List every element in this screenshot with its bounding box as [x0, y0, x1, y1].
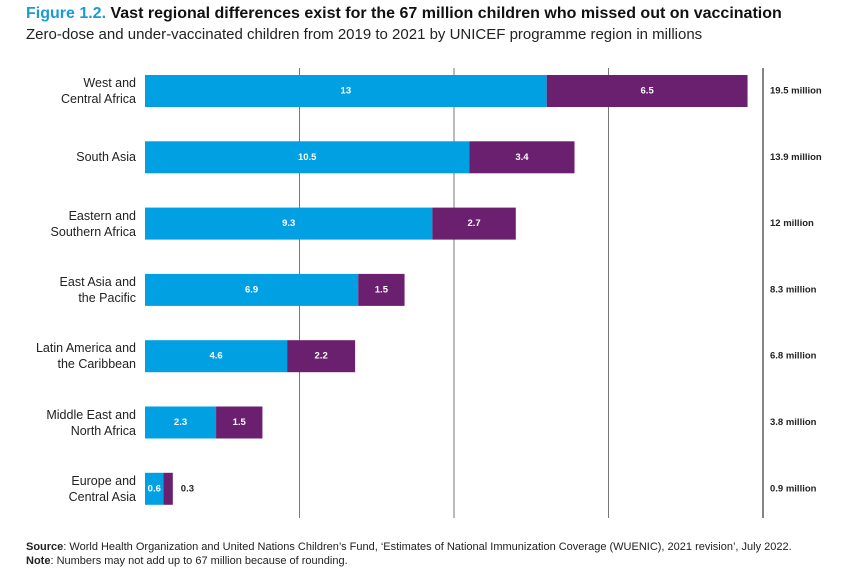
value-label: 2.3: [174, 417, 187, 428]
bar-segment: [546, 75, 748, 107]
value-label: 1.5: [375, 284, 389, 295]
bar-segment: [145, 141, 470, 174]
bar-segment: [145, 273, 359, 306]
value-label: 6.9: [245, 284, 258, 295]
value-label: 9.3: [282, 218, 295, 229]
category-label: Latin America and the Caribbean: [35, 341, 136, 372]
total-label: 12 million: [770, 218, 814, 229]
note-text: : Numbers may not add up to 67 million b…: [50, 555, 348, 567]
category-label: Eastern and Southern Africa: [50, 208, 136, 239]
note-line: Note: Numbers may not add up to 67 milli…: [26, 554, 792, 568]
note-label: Source: [26, 541, 64, 553]
category-label: South Asia: [76, 150, 136, 165]
total-label: 0.9 million: [770, 483, 817, 494]
bar-segment: [469, 141, 575, 174]
bar-segment: [216, 406, 263, 439]
category-label: Middle East and North Africa: [46, 407, 136, 438]
bar-segment: [145, 75, 547, 107]
bar-segment: [145, 472, 164, 505]
total-label: 3.8 million: [770, 417, 817, 428]
title-text: Vast regional differences exist for the …: [110, 5, 782, 22]
note-line: Source: World Health Organization and Un…: [26, 540, 792, 554]
bar-segment: [287, 340, 356, 373]
value-label: 3.4: [515, 152, 529, 163]
bar-segment: [145, 207, 433, 240]
note-text: : World Health Organization and United N…: [63, 541, 792, 553]
bar-segment: [163, 472, 173, 505]
total-label: 19.5 million: [770, 86, 822, 97]
title-prefix: Figure 1.2.: [26, 5, 107, 22]
value-label: 10.5: [298, 152, 317, 163]
value-label: 2.2: [315, 351, 328, 362]
category-label: East Asia and the Pacific: [59, 274, 136, 305]
category-label: Europe and Central Asia: [68, 473, 136, 504]
bar-segment: [432, 207, 516, 240]
value-label: 1.5: [233, 417, 247, 428]
value-label: 6.5: [641, 86, 655, 97]
value-label: 4.6: [209, 351, 222, 362]
total-label: 8.3 million: [770, 284, 817, 295]
notes: Source: World Health Organization and Un…: [26, 540, 792, 568]
total-label: 6.8 million: [770, 351, 817, 362]
value-label: 13: [341, 86, 352, 97]
value-label: 0.3: [181, 483, 194, 494]
note-label: Note: [26, 555, 51, 567]
chart-title: Figure 1.2. Vast regional differences ex…: [26, 5, 782, 23]
bar-segment: [145, 340, 288, 373]
bar-segment: [358, 273, 405, 306]
chart-subtitle: Zero-dose and under-vaccinated children …: [26, 26, 703, 43]
bar-segment: [145, 406, 217, 439]
value-label: 2.7: [467, 218, 480, 229]
value-label: 0.6: [148, 483, 161, 494]
category-label: West and Central Africa: [60, 76, 136, 106]
total-label: 13.9 million: [770, 152, 822, 163]
